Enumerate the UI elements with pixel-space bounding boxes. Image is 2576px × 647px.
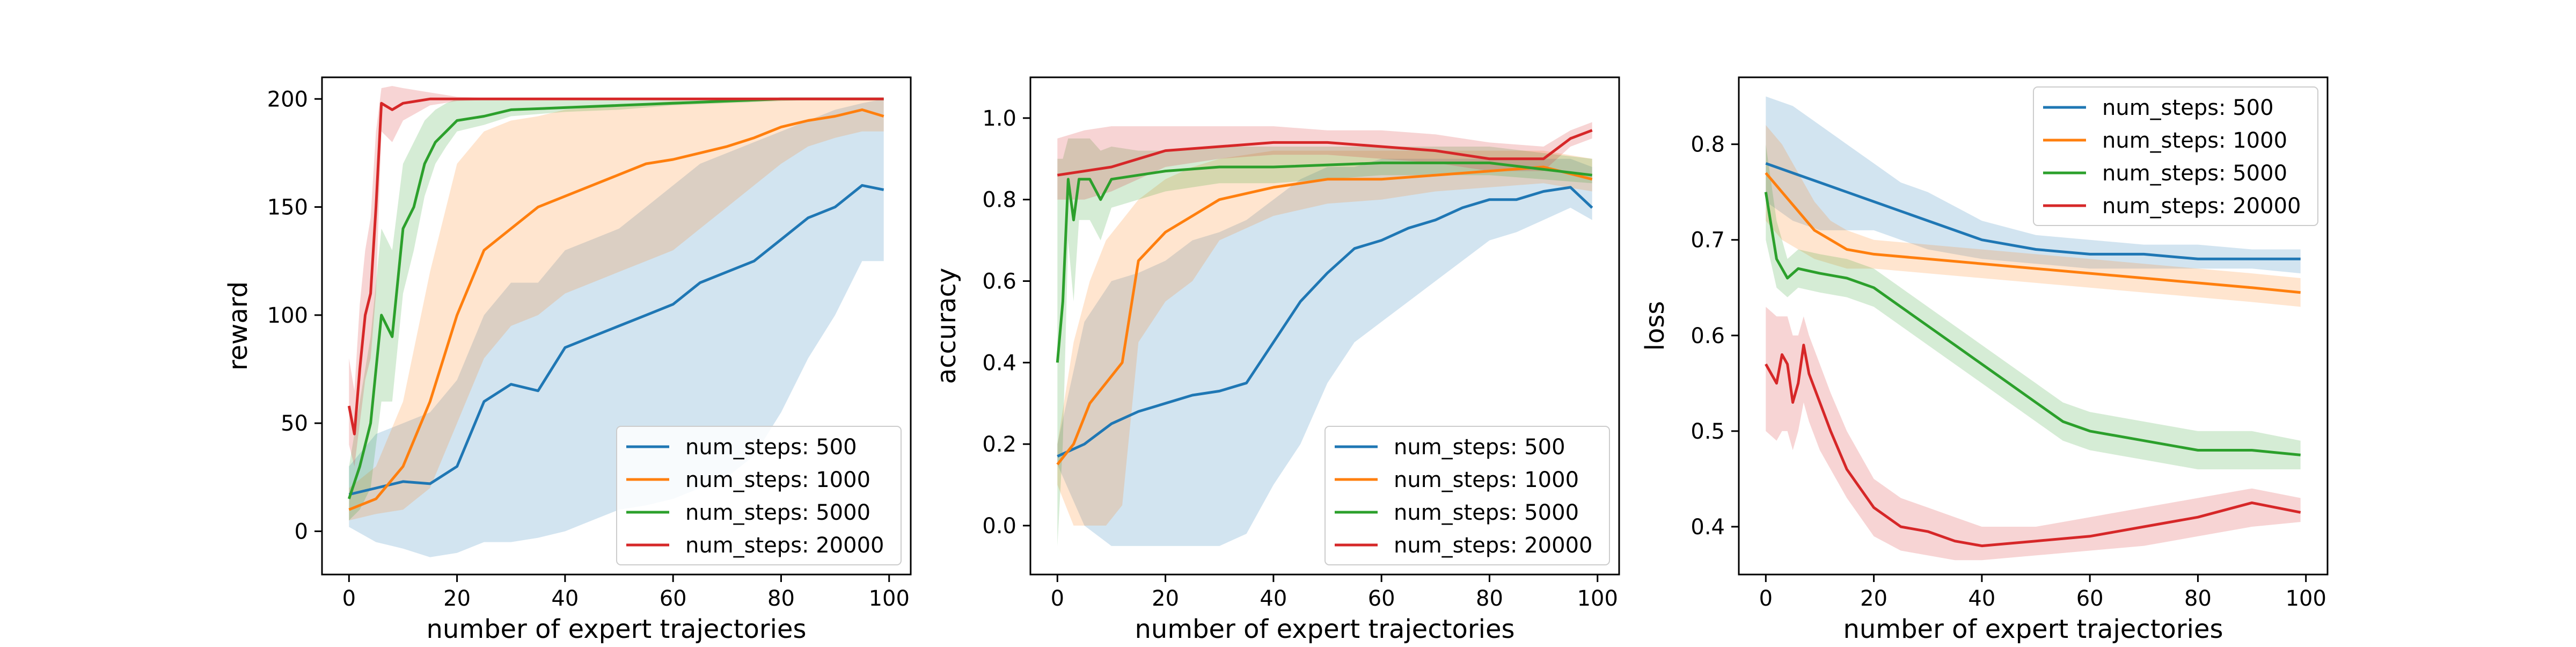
x-tick-label: 80 [2184, 586, 2212, 611]
series-line-2 [1056, 165, 1593, 466]
y-axis-label: loss [1640, 301, 1670, 351]
legend-label-2: num_steps: 1000 [685, 468, 870, 492]
y-tick-label: 1.0 [982, 106, 1016, 131]
y-tick-label: 0.4 [982, 351, 1016, 375]
legend-label-3: num_steps: 5000 [1394, 500, 1579, 525]
series-line-4 [1057, 129, 1593, 177]
legend-label-2: num_steps: 1000 [1394, 468, 1579, 492]
y-axis-label: reward [223, 281, 253, 370]
legend: num_steps: 500 num_steps: 1000 num_steps: … [1324, 426, 1610, 565]
x-tick-label: 20 [443, 586, 471, 611]
y-tick-label: 0.5 [1690, 419, 1725, 444]
chart-panel-reward: 0 20 40 60 80 100 0 50 100 150 200 number of expert… [223, 76, 912, 644]
x-tick-label: 0 [1759, 586, 1773, 611]
legend-label-3: num_steps: 5000 [685, 500, 870, 525]
series-line-3 [1056, 161, 1592, 363]
y-tick-label: 0.6 [1690, 324, 1725, 348]
x-tick-label: 0 [1051, 586, 1064, 611]
y-tick-label: 0.0 [982, 514, 1016, 539]
x-tick-label: 100 [1577, 586, 1618, 611]
legend-label-3: num_steps: 5000 [2102, 161, 2287, 186]
x-tick-label: 40 [551, 586, 579, 611]
x-tick-label: 40 [1968, 586, 1995, 611]
y-tick-label: 0.6 [982, 270, 1016, 294]
legend-box [2033, 86, 2318, 226]
series-line-1 [1057, 186, 1593, 458]
series-line-3 [347, 97, 884, 499]
legend-box [616, 426, 902, 565]
chart-panel-loss: 0 20 40 60 80 100 0.4 0.5 0.6 0.7 0.8 number of exp… [1640, 76, 2329, 644]
series-line-4 [1765, 344, 2301, 548]
series-line-2 [1765, 172, 2301, 294]
x-tick-label: 60 [660, 586, 687, 611]
legend-label-4: num_steps: 20000 [1394, 533, 1592, 558]
x-tick-label: 80 [1476, 586, 1503, 611]
x-tick-label: 0 [342, 586, 356, 611]
x-tick-label: 100 [2286, 586, 2326, 611]
confidence-band-4 [1057, 122, 1592, 200]
axes-frame [321, 76, 912, 576]
legend-label-4: num_steps: 20000 [685, 533, 884, 558]
confidence-band-1 [1057, 158, 1592, 546]
x-tick-label: 40 [1260, 586, 1287, 611]
x-tick-label: 20 [1860, 586, 1887, 611]
confidence-band-1 [1766, 96, 2301, 274]
y-tick-label: 0 [295, 519, 308, 544]
y-tick-label: 150 [267, 195, 308, 220]
confidence-band-2 [1057, 150, 1592, 526]
x-axis-label: number of expert trajectories [1135, 614, 1514, 644]
x-tick-label: 100 [869, 586, 910, 611]
series-line-1 [1765, 162, 2301, 260]
legend-label-1: num_steps: 500 [2102, 96, 2274, 120]
plot-area [1764, 96, 2301, 561]
x-tick-label: 80 [767, 586, 795, 611]
confidence-band-2 [1766, 125, 2301, 307]
series-line-2 [348, 108, 884, 511]
series-line-1 [348, 184, 884, 496]
x-axis-label: number of expert trajectories [426, 614, 806, 644]
plot-area [1056, 122, 1593, 546]
x-tick-label: 20 [1152, 586, 1179, 611]
axes-frame [1738, 76, 2329, 576]
confidence-band-2 [349, 99, 884, 521]
y-tick-label: 50 [281, 411, 308, 436]
y-tick-label: 200 [267, 87, 308, 112]
confidence-band-3 [1766, 144, 2301, 470]
legend-label-2: num_steps: 1000 [2102, 128, 2287, 153]
x-axis-label: number of expert trajectories [1843, 614, 2223, 644]
y-axis-label: accuracy [932, 268, 962, 384]
legend-label-1: num_steps: 500 [685, 435, 857, 460]
y-tick-label: 0.2 [982, 432, 1016, 457]
legend: num_steps: 500 num_steps: 1000 num_steps: … [2033, 86, 2318, 226]
series-line-4 [347, 97, 884, 435]
series-line-3 [1764, 192, 2301, 456]
axes-frame [1029, 76, 1620, 576]
legend-label-1: num_steps: 500 [1394, 435, 1565, 460]
y-tick-label: 0.8 [1690, 133, 1725, 157]
y-tick-label: 0.7 [1690, 228, 1725, 253]
legend-label-4: num_steps: 20000 [2102, 194, 2301, 219]
y-tick-label: 0.4 [1690, 515, 1725, 540]
chart-panel-accuracy: 0 20 40 60 80 100 0.0 0.2 0.4 0.6 0.8 1.0 number of … [932, 76, 1620, 644]
legend: num_steps: 500 num_steps: 1000 num_steps: … [616, 426, 902, 565]
legend-box [1324, 426, 1610, 565]
x-tick-label: 60 [1368, 586, 1395, 611]
y-tick-label: 100 [267, 303, 308, 328]
x-tick-label: 60 [2076, 586, 2104, 611]
y-tick-label: 0.8 [982, 188, 1016, 213]
